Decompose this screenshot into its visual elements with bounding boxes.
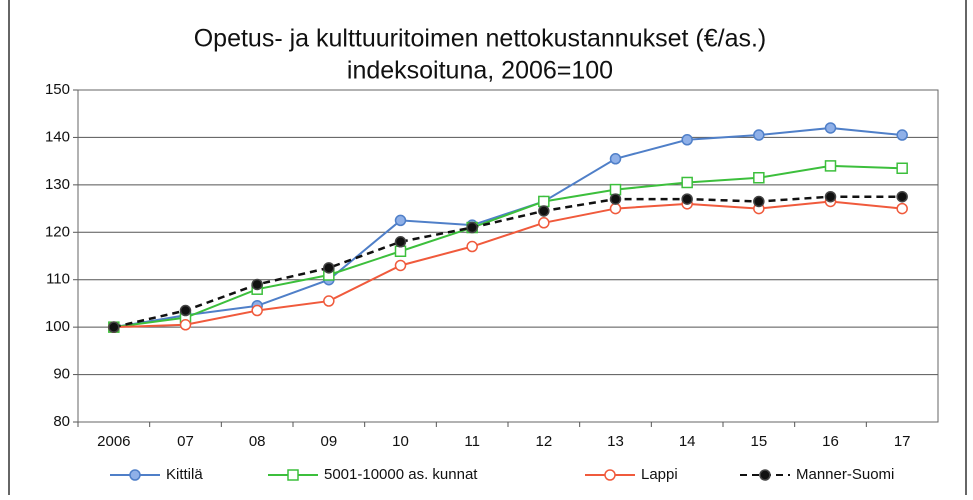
data-point <box>681 134 693 146</box>
data-point <box>609 153 622 165</box>
x-tick-label: 12 <box>535 433 552 450</box>
x-tick-label: 09 <box>320 433 337 450</box>
x-tick-label: 10 <box>392 433 409 450</box>
data-point <box>896 129 908 141</box>
chart-title: Opetus- ja kulttuuritoimen nettokustannu… <box>194 25 767 53</box>
data-point <box>466 221 478 234</box>
series-line <box>113 200 903 329</box>
data-point <box>179 319 192 331</box>
x-tick-label: 15 <box>750 433 767 450</box>
y-tick-label: 140 <box>45 128 70 145</box>
data-point <box>681 176 693 189</box>
data-point <box>394 236 407 248</box>
legend-label: Lappi <box>641 466 678 483</box>
legend-label: Kittilä <box>166 466 203 483</box>
data-point <box>179 304 192 317</box>
legend-label: 5001-10000 as. kunnat <box>324 466 478 483</box>
data-point <box>394 245 407 258</box>
series-line <box>113 164 903 329</box>
x-tick-label: 07 <box>177 433 194 450</box>
data-point <box>609 193 622 205</box>
x-tick-label: 11 <box>464 433 480 450</box>
data-point <box>681 193 693 205</box>
data-point <box>251 304 263 317</box>
data-point <box>538 195 550 208</box>
data-point <box>394 214 407 227</box>
data-point <box>609 183 622 196</box>
data-point <box>394 259 407 272</box>
data-point <box>538 217 550 229</box>
chart-subtitle: indeksoituna, 2006=100 <box>347 57 613 85</box>
x-tick-label: 13 <box>607 433 624 450</box>
data-point <box>896 190 908 203</box>
legend-marker <box>759 469 771 481</box>
data-point <box>753 195 765 208</box>
data-point <box>753 129 765 141</box>
x-tick-label: 16 <box>822 433 839 450</box>
legend-marker <box>129 469 141 481</box>
y-tick-label: 150 <box>45 81 70 98</box>
data-point <box>609 202 622 215</box>
data-point <box>824 190 837 203</box>
data-point <box>323 295 335 307</box>
data-point <box>896 162 908 175</box>
y-tick-label: 80 <box>53 413 70 430</box>
data-point <box>824 160 837 172</box>
x-tick-label: 08 <box>249 433 266 450</box>
data-point <box>323 262 335 274</box>
y-tick-label: 110 <box>46 271 70 288</box>
series-line <box>113 126 903 329</box>
data-point <box>824 122 837 134</box>
data-point <box>753 171 765 184</box>
y-tick-label: 90 <box>53 366 70 383</box>
data-point <box>896 202 908 215</box>
y-tick-label: 120 <box>45 223 70 240</box>
x-tick-label: 14 <box>679 433 696 450</box>
legend-label: Manner-Suomi <box>796 466 894 483</box>
data-point <box>538 205 550 217</box>
x-tick-label: 17 <box>894 433 911 450</box>
data-point <box>466 240 478 253</box>
legend-marker <box>604 469 616 481</box>
data-point <box>108 321 120 333</box>
x-tick-label: 2006 <box>97 433 130 450</box>
y-tick-label: 100 <box>45 318 70 335</box>
data-point <box>251 278 263 291</box>
legend-marker <box>287 469 299 481</box>
y-tick-label: 130 <box>45 176 70 193</box>
series-line <box>113 195 903 329</box>
